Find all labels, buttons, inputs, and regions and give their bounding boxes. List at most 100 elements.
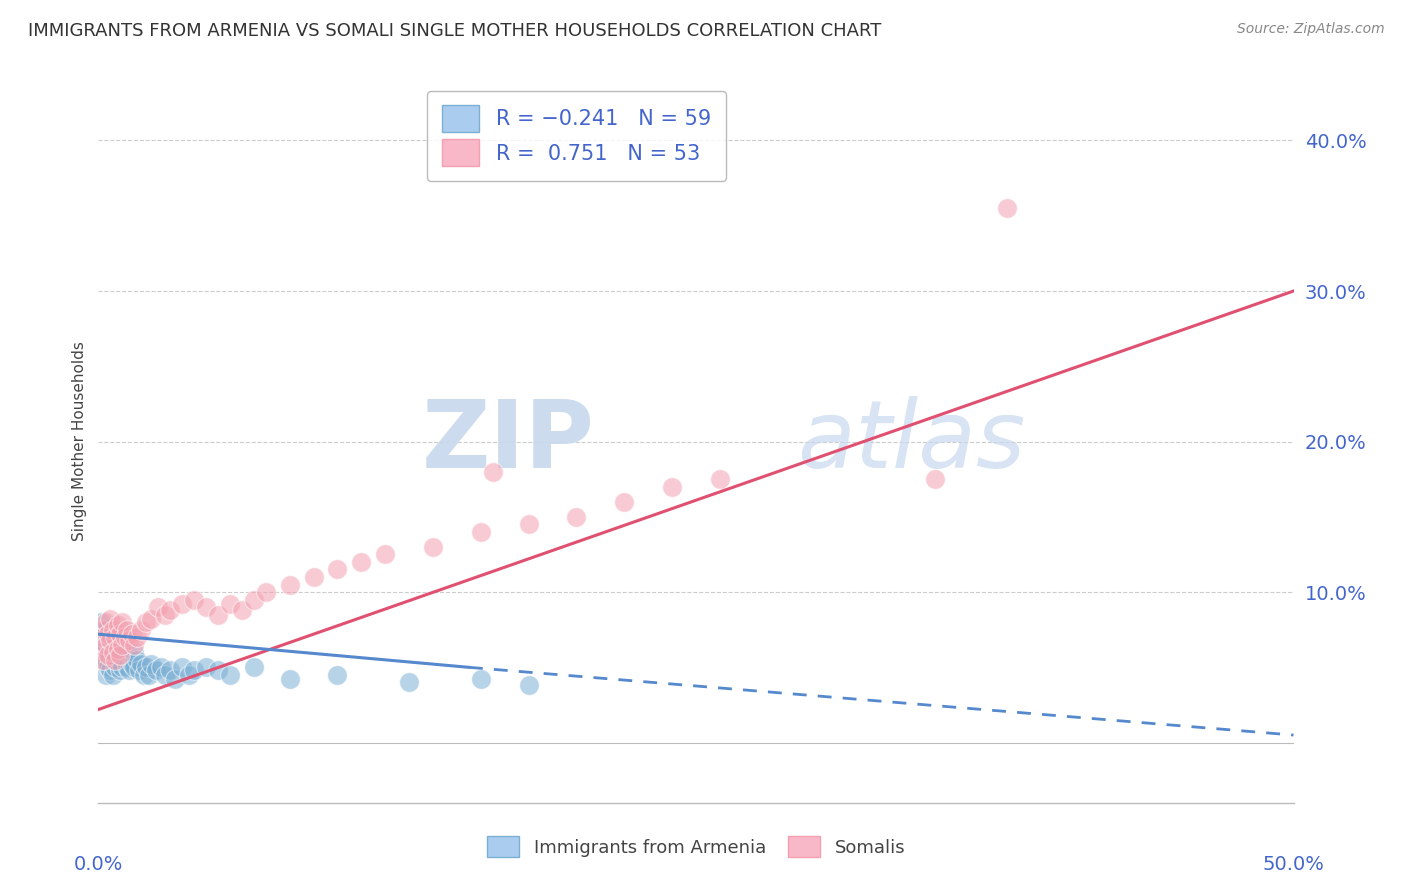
Text: Source: ZipAtlas.com: Source: ZipAtlas.com — [1237, 22, 1385, 37]
Point — [995, 201, 1018, 215]
Point — [128, 664, 150, 678]
Point — [104, 660, 127, 674]
Point — [135, 615, 157, 630]
Point — [121, 657, 143, 672]
Point — [107, 642, 129, 657]
Point — [183, 664, 205, 678]
Point — [101, 638, 124, 652]
Point — [97, 660, 120, 674]
Point — [326, 562, 349, 576]
Point — [661, 480, 683, 494]
Point — [108, 648, 131, 663]
Point — [124, 638, 146, 652]
Point — [111, 645, 134, 659]
Point — [98, 664, 122, 678]
Point — [254, 585, 277, 599]
Point — [278, 673, 301, 687]
Point — [104, 630, 127, 644]
Point — [138, 668, 160, 682]
Point — [104, 653, 127, 667]
Point — [159, 664, 181, 678]
Point — [565, 509, 588, 524]
Point — [125, 653, 148, 667]
Point — [101, 645, 124, 659]
Text: 50.0%: 50.0% — [1263, 855, 1324, 874]
Text: IMMIGRANTS FROM ARMENIA VS SOMALI SINGLE MOTHER HOUSEHOLDS CORRELATION CHART: IMMIGRANTS FROM ARMENIA VS SOMALI SINGLE… — [28, 22, 882, 40]
Legend: Immigrants from Armenia, Somalis: Immigrants from Armenia, Somalis — [478, 827, 914, 866]
Point — [98, 612, 122, 626]
Point — [517, 517, 540, 532]
Point — [155, 668, 177, 682]
Point — [107, 657, 129, 672]
Point — [470, 524, 492, 539]
Point — [231, 603, 253, 617]
Point — [94, 638, 117, 652]
Point — [139, 657, 162, 672]
Point — [98, 633, 122, 648]
Point — [159, 603, 181, 617]
Point — [125, 630, 148, 644]
Point — [90, 623, 112, 637]
Point — [108, 627, 131, 641]
Point — [91, 623, 114, 637]
Point — [118, 633, 141, 648]
Point — [111, 638, 134, 652]
Text: 0.0%: 0.0% — [73, 855, 124, 874]
Point — [97, 648, 120, 663]
Point — [97, 627, 120, 641]
Point — [101, 623, 124, 637]
Point — [145, 664, 167, 678]
Point — [90, 615, 112, 630]
Point — [302, 570, 325, 584]
Text: ZIP: ZIP — [422, 395, 595, 488]
Point — [94, 615, 117, 630]
Point — [115, 645, 138, 659]
Text: atlas: atlas — [797, 396, 1026, 487]
Point — [243, 592, 266, 607]
Point — [470, 673, 492, 687]
Point — [108, 664, 131, 678]
Point — [98, 633, 122, 648]
Point — [124, 645, 146, 659]
Point — [278, 577, 301, 591]
Point — [155, 607, 177, 622]
Point — [172, 660, 194, 674]
Point — [207, 607, 229, 622]
Point — [107, 642, 129, 657]
Point — [481, 465, 505, 479]
Point — [207, 664, 229, 678]
Point — [350, 555, 373, 569]
Point — [121, 627, 143, 641]
Point — [374, 548, 396, 562]
Point — [195, 660, 218, 674]
Point — [94, 668, 117, 682]
Point — [398, 675, 420, 690]
Point — [422, 540, 444, 554]
Point — [91, 638, 114, 652]
Point — [115, 660, 138, 674]
Point — [139, 612, 162, 626]
Point — [114, 653, 136, 667]
Point — [91, 653, 114, 667]
Point — [115, 623, 138, 637]
Point — [90, 645, 112, 659]
Point — [90, 645, 112, 659]
Point — [94, 623, 117, 637]
Point — [101, 668, 124, 682]
Point — [131, 623, 153, 637]
Point — [97, 630, 120, 644]
Point — [149, 660, 172, 674]
Point — [326, 668, 349, 682]
Point — [91, 653, 114, 667]
Point — [98, 648, 122, 663]
Point — [111, 615, 134, 630]
Point — [91, 630, 114, 644]
Point — [183, 592, 205, 607]
Point — [97, 645, 120, 659]
Point — [148, 600, 170, 615]
Point — [132, 668, 155, 682]
Point — [709, 472, 731, 486]
Point — [108, 648, 131, 663]
Point — [219, 668, 242, 682]
Point — [107, 618, 129, 632]
